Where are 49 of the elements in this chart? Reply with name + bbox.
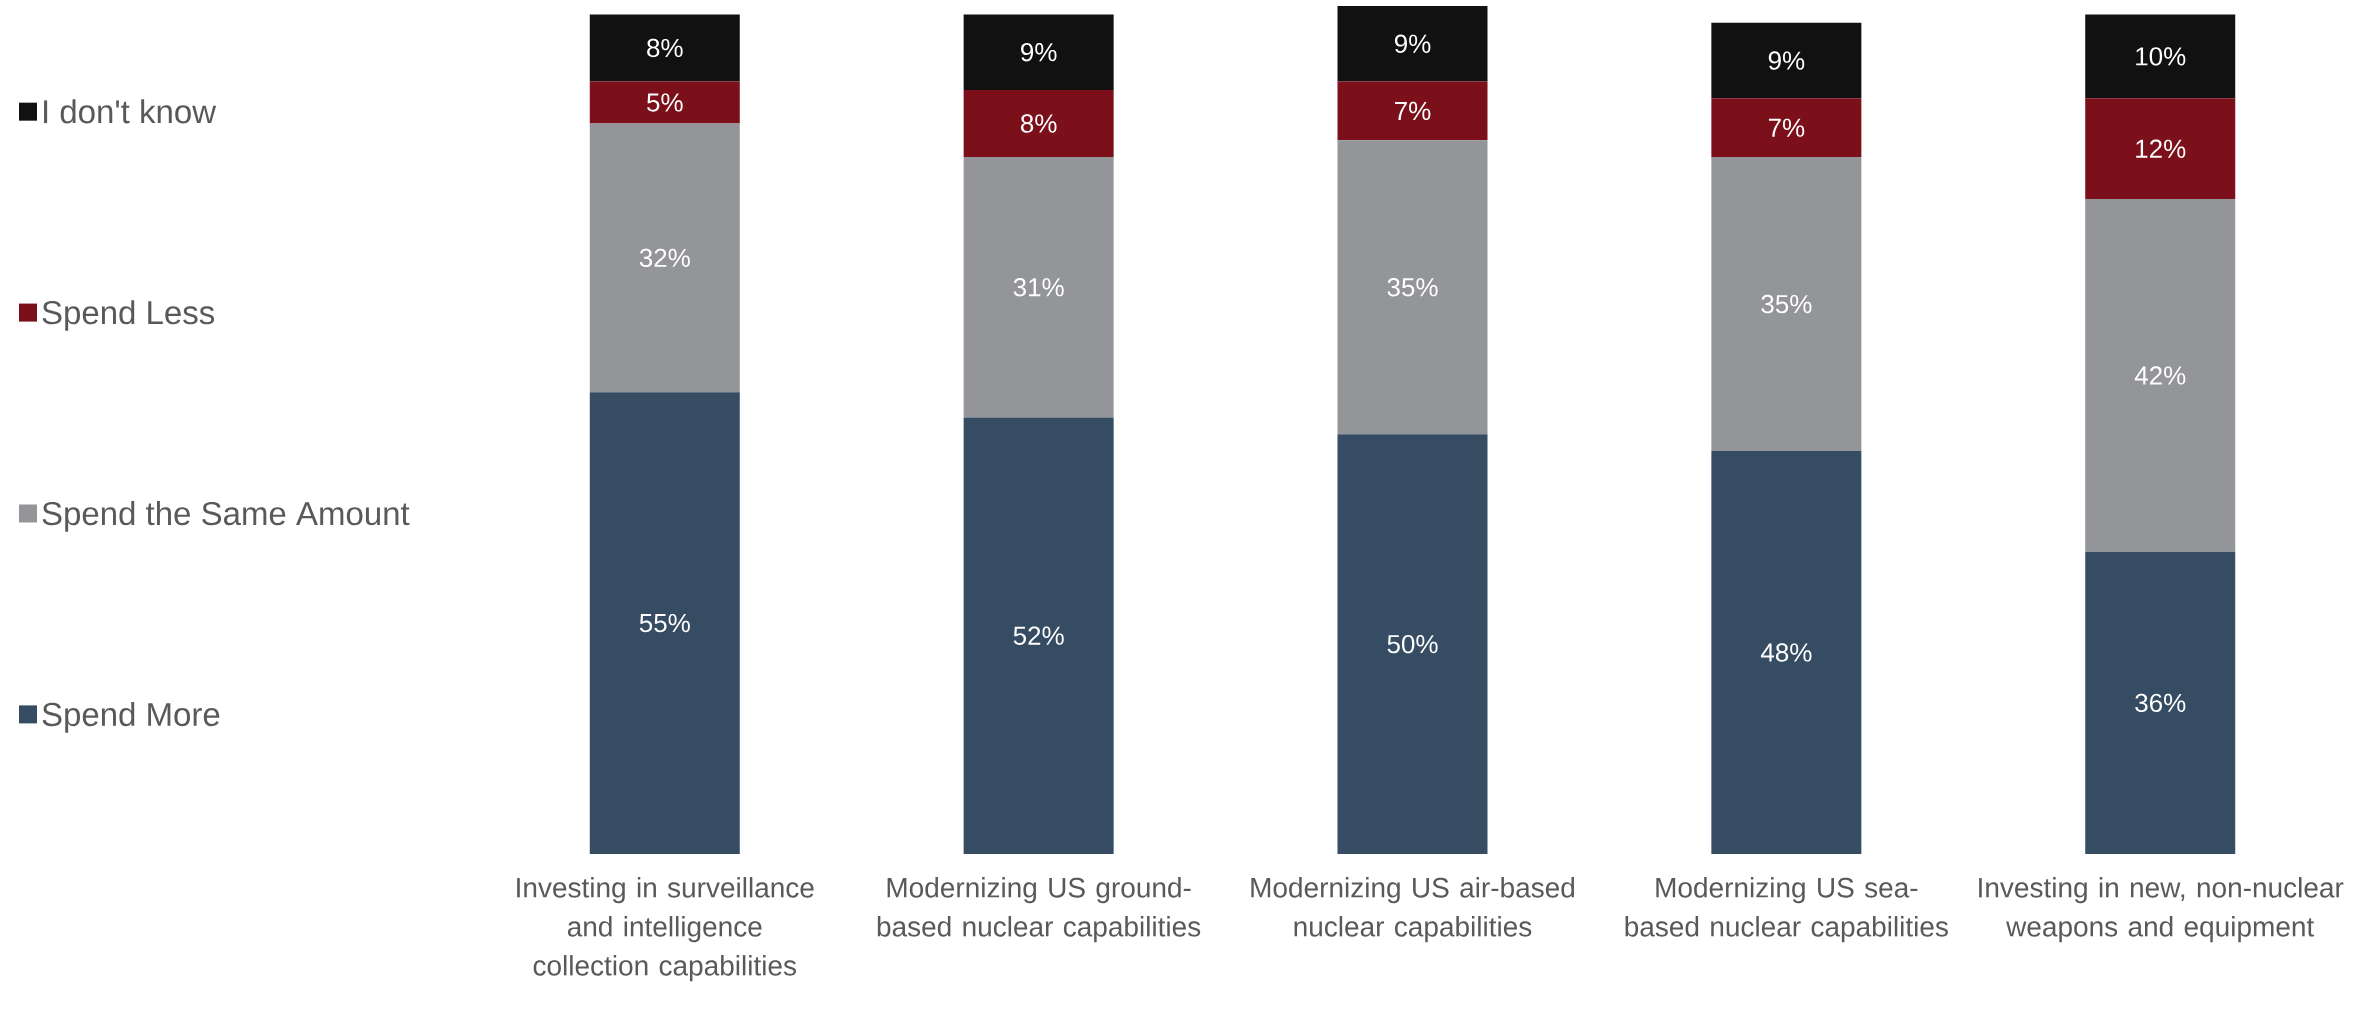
data-label: 10%: [2136, 47, 2186, 66]
data-label: 36%: [2135, 693, 2186, 713]
data-label: 42%: [2134, 366, 2186, 385]
bar: [589, 81, 740, 124]
bar: [1711, 98, 1862, 158]
bar: [1711, 22, 1862, 99]
legend-label: Spend More: [42, 701, 220, 733]
data-label: 32%: [639, 248, 690, 268]
data-label: 52%: [1013, 626, 1064, 645]
x-tick-label: Investing in surveillance and intelligence collection capabilities: [517, 877, 814, 982]
legend-label: Spend the Same Amount: [42, 501, 410, 532]
bar: [963, 14, 1114, 90]
bar: [589, 123, 740, 393]
bar: [1337, 81, 1488, 141]
x-tick-label: Modernizing US air-based nuclear capabilities: [1251, 877, 1575, 943]
bar: [2085, 199, 2236, 552]
bar: [963, 89, 1114, 158]
bar: [1711, 157, 1862, 451]
bar: [963, 417, 1114, 854]
bar: [589, 14, 740, 82]
data-label: 9%: [1394, 34, 1431, 53]
bar: [2085, 551, 2236, 854]
legend-label: I don't know: [44, 99, 217, 124]
data-label: 7%: [1768, 118, 1805, 137]
data-label: 8%: [1020, 114, 1057, 133]
bar: [1337, 434, 1488, 854]
data-label: 55%: [639, 613, 690, 633]
bar: [2085, 98, 2236, 200]
bar: [1711, 450, 1862, 854]
data-label: 50%: [1387, 634, 1438, 654]
data-label: 5%: [647, 93, 683, 112]
bar: [1337, 140, 1488, 435]
data-label: 9%: [1021, 42, 1057, 62]
data-label: 31%: [1013, 278, 1064, 297]
x-tick-label: Modernizing US sea-based nuclear capabilities: [1625, 877, 1948, 943]
x-tick-label: Investing in new, non-nuclear weapons and equipment: [1979, 877, 2344, 943]
data-label: 9%: [1768, 51, 1805, 70]
data-label: 35%: [1761, 294, 1812, 314]
bar: [2085, 14, 2236, 99]
data-label: 8%: [647, 38, 683, 58]
bar: [1337, 6, 1488, 82]
bar: [963, 157, 1114, 418]
data-label: 12%: [2136, 139, 2186, 158]
bar: [589, 392, 740, 854]
data-label: 35%: [1387, 278, 1438, 297]
x-tick-label: Modernizing US ground-based nuclear capabilities: [877, 877, 1201, 943]
data-label: 48%: [1760, 643, 1812, 662]
data-label: 7%: [1395, 101, 1431, 121]
legend-label: Spend Less: [42, 300, 215, 331]
